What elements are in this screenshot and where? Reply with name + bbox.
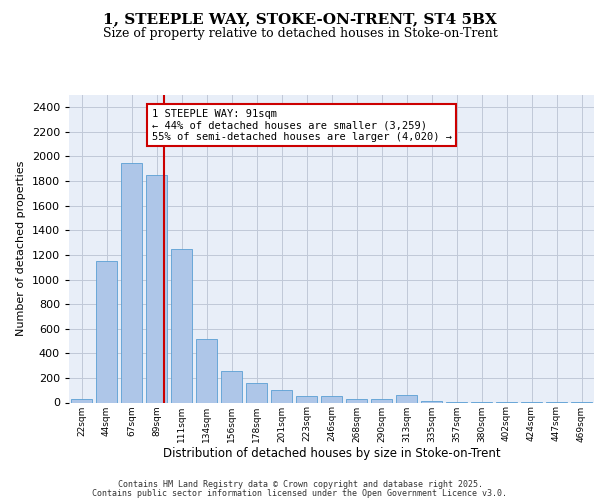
- X-axis label: Distribution of detached houses by size in Stoke-on-Trent: Distribution of detached houses by size …: [163, 447, 500, 460]
- Text: 1 STEEPLE WAY: 91sqm
← 44% of detached houses are smaller (3,259)
55% of semi-de: 1 STEEPLE WAY: 91sqm ← 44% of detached h…: [151, 108, 452, 142]
- Bar: [221, 370, 242, 402]
- Bar: [121, 162, 142, 402]
- Bar: [246, 383, 267, 402]
- Bar: [396, 395, 417, 402]
- Bar: [71, 399, 92, 402]
- Text: 1, STEEPLE WAY, STOKE-ON-TRENT, ST4 5BX: 1, STEEPLE WAY, STOKE-ON-TRENT, ST4 5BX: [103, 12, 497, 26]
- Bar: [371, 400, 392, 402]
- Bar: [146, 175, 167, 402]
- Text: Size of property relative to detached houses in Stoke-on-Trent: Size of property relative to detached ho…: [103, 28, 497, 40]
- Bar: [271, 390, 292, 402]
- Text: Contains HM Land Registry data © Crown copyright and database right 2025.: Contains HM Land Registry data © Crown c…: [118, 480, 482, 489]
- Y-axis label: Number of detached properties: Number of detached properties: [16, 161, 26, 336]
- Bar: [321, 396, 342, 402]
- Bar: [346, 400, 367, 402]
- Bar: [296, 396, 317, 402]
- Bar: [171, 248, 192, 402]
- Bar: [96, 261, 117, 402]
- Bar: [196, 338, 217, 402]
- Text: Contains public sector information licensed under the Open Government Licence v3: Contains public sector information licen…: [92, 488, 508, 498]
